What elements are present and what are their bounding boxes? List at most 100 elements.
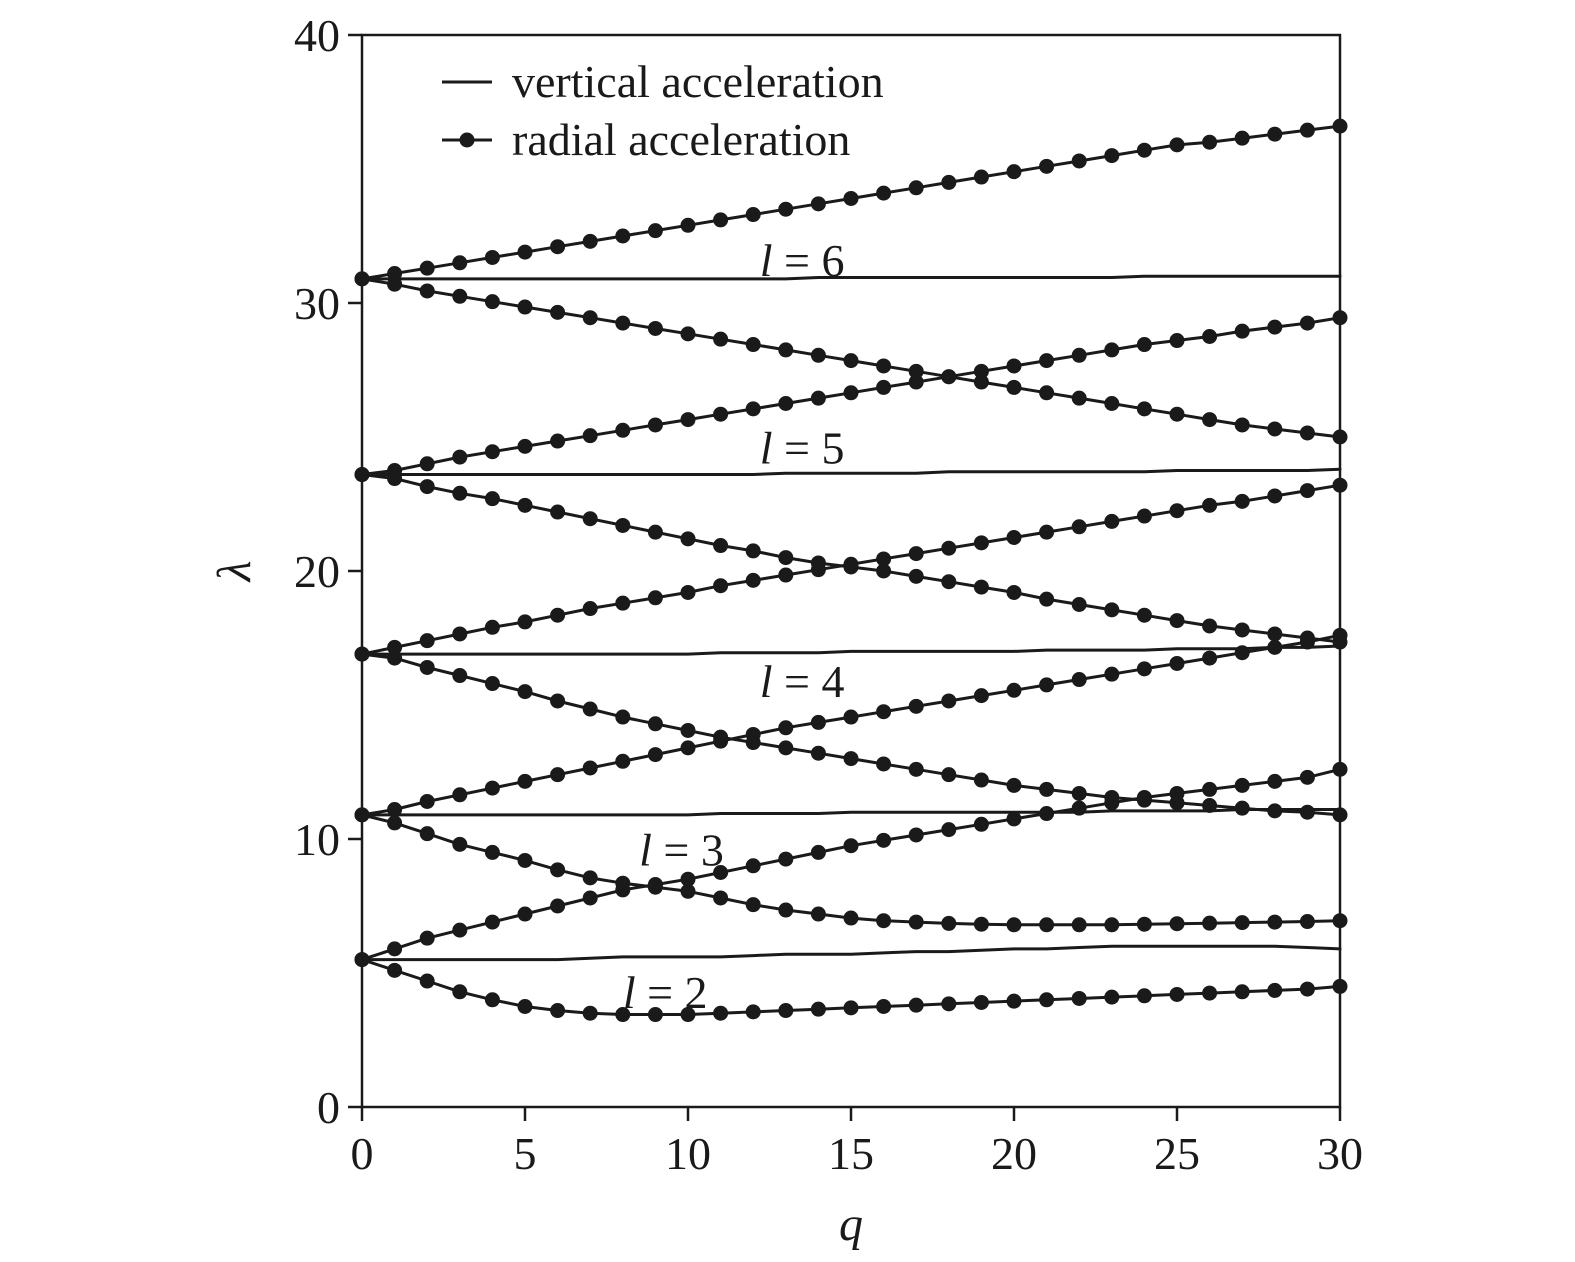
radial-data-point [680,1007,696,1023]
radial-data-point [973,772,989,788]
annotation-layer: l = 6l = 5l = 4l = 3l = 2 [623,235,845,1018]
radial-data-point [1267,773,1283,789]
radial-data-point [1039,353,1055,369]
x-axis-label: q [839,1198,863,1251]
radial-data-point [941,996,957,1012]
radial-data-point [680,883,696,899]
y-axis-label: λ [208,561,261,584]
radial-data-point [484,844,500,860]
legend-label: vertical acceleration [512,56,884,107]
radial-data-point [1234,130,1250,146]
radial-data-point [517,906,533,922]
radial-data-point [1006,811,1022,827]
radial-data-point [1234,323,1250,339]
radial-data-point [680,584,696,600]
radial-data-point [1071,347,1087,363]
radial-data-point [843,559,859,575]
radial-data-point [1299,483,1315,499]
radial-data-point [1299,804,1315,820]
radial-data-point [810,844,826,860]
radial-data-point [1202,134,1218,150]
radial-data-point [876,379,892,395]
radial-data-point [1071,390,1087,406]
radial-data-point [517,497,533,513]
x-tick-label: 10 [665,1128,711,1179]
radial-data-point [810,745,826,761]
radial-data-point [550,433,566,449]
radial-data-point [1006,358,1022,374]
radial-data-point [387,941,403,957]
radial-data-point [843,353,859,369]
vertical-series-line-1 [360,808,1342,817]
radial-data-point [1202,781,1218,797]
curve-label-var: l [760,423,773,474]
radial-data-point [484,676,500,692]
radial-data-point [387,962,403,978]
radial-data-point [1039,524,1055,540]
radial-data-point [1267,803,1283,819]
radial-data-point [941,693,957,709]
radial-data-point [1202,412,1218,428]
radial-data-point [876,999,892,1014]
radial-data-point [908,997,924,1013]
radial-data-point [1039,781,1055,797]
radial-data-point [1299,630,1315,646]
radial-data-point [419,456,435,472]
curve-label: l = 6 [760,235,845,286]
radial-data-point [1136,607,1152,623]
radial-data-point [517,999,533,1014]
radial-data-point [550,898,566,914]
radial-data-point [680,217,696,233]
radial-data-point [550,862,566,878]
radial-data-point [1039,992,1055,1008]
radial-data-point [810,1001,826,1017]
radial-data-point [745,735,761,751]
radial-data-point [810,906,826,922]
radial-data-point [1071,672,1087,688]
radial-data-point [1071,785,1087,801]
radial-data-point [973,169,989,185]
radial-data-point [1169,613,1185,629]
radial-data-point [1267,639,1283,655]
radial-data-point [517,773,533,789]
curve-label: l = 2 [623,967,708,1018]
radial-data-point [908,546,924,562]
radial-data-point [517,244,533,260]
radial-data-point [582,870,598,886]
radial-data-point [843,385,859,401]
radial-data-point [419,930,435,946]
radial-data-point [615,1007,631,1023]
radial-data-point [680,412,696,428]
radial-data-point [1267,126,1283,142]
radial-data-point [680,722,696,738]
radial-data-point [647,747,663,763]
radial-data-point [908,568,924,584]
radial-data-point [810,347,826,363]
radial-data-point [745,207,761,223]
radial-data-point [1299,914,1315,930]
radial-data-point [452,984,468,1000]
radial-data-point [387,276,403,292]
radial-data-point [1202,329,1218,344]
radial-data-point [1071,153,1087,169]
radial-data-point [908,914,924,930]
vertical-series-line-4 [360,274,1342,281]
radial-data-point [973,535,989,551]
radial-data-point [713,212,729,228]
vertical-series-line-0 [360,944,1342,962]
curve-label-var: l [623,967,636,1018]
radial-data-point [1169,655,1185,671]
radial-data-point [647,223,663,239]
radial-data-point [876,551,892,567]
radial-data-point [419,479,435,495]
radial-data-point [484,249,500,265]
radial-data-point [1006,530,1022,545]
radial-data-point [843,190,859,206]
radial-data-point [582,310,598,326]
radial-data-point [517,852,533,868]
radial-data-point [778,396,794,411]
radial-data-point [843,709,859,725]
radial-data-point [810,555,826,571]
radial-data-point [745,337,761,353]
